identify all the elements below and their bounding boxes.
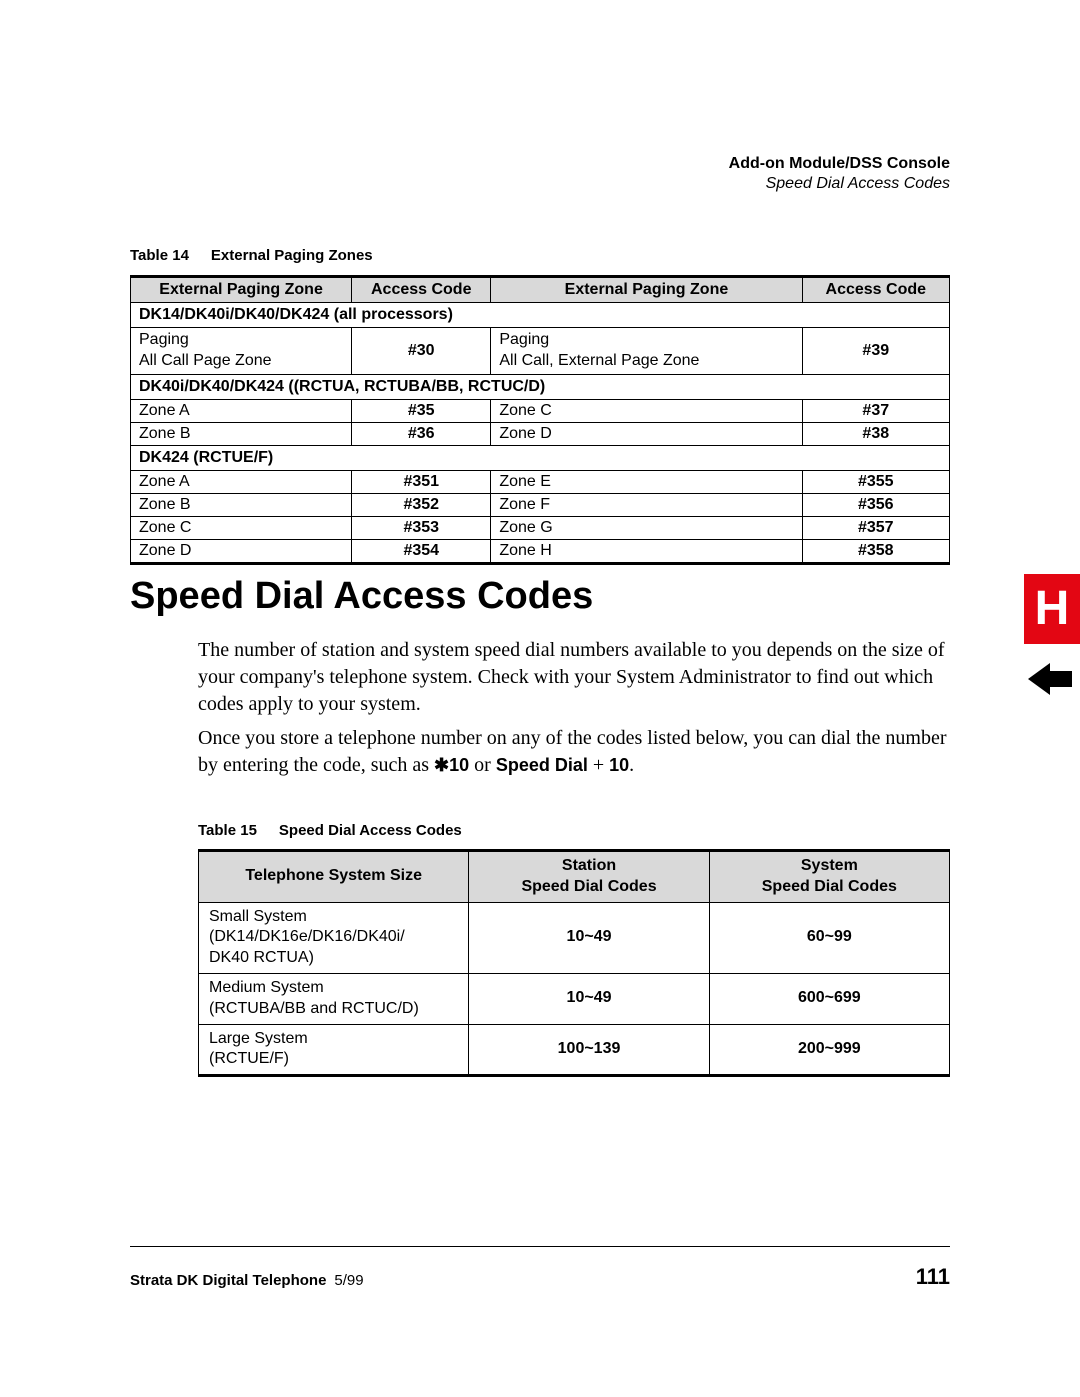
t14-code: #354 <box>352 539 491 563</box>
thumb-tab-letter: H <box>1024 574 1080 644</box>
t14-cell: Zone A <box>131 470 352 493</box>
page-number: 111 <box>916 1264 950 1290</box>
footer-divider <box>130 1246 950 1247</box>
thumb-tab-arrow-icon <box>1028 660 1072 698</box>
page-header: Add-on Module/DSS Console Speed Dial Acc… <box>729 155 950 193</box>
t14-code: #357 <box>802 516 949 539</box>
table15-title: Speed Dial Access Codes <box>279 822 462 839</box>
t15-h1: Telephone System Size <box>199 851 469 903</box>
t14-cell: Zone C <box>131 516 352 539</box>
t14-cell: Zone H <box>491 539 802 563</box>
t14-code: #355 <box>802 470 949 493</box>
t14-cell: Zone A <box>131 399 352 422</box>
t14-code: #37 <box>802 399 949 422</box>
speed-dial-codes-table: Telephone System Size StationSpeed Dial … <box>198 849 950 1077</box>
t15-code: 10~49 <box>469 902 709 973</box>
t15-code: 10~49 <box>469 973 709 1024</box>
t15-cell: Large System(RCTUE/F) <box>199 1024 469 1076</box>
t14-code: #351 <box>352 470 491 493</box>
t14-section3: DK424 (RCTUE/F) <box>131 445 950 470</box>
t15-cell: Medium System(RCTUBA/BB and RCTUC/D) <box>199 973 469 1024</box>
t14-code: #353 <box>352 516 491 539</box>
footer-doc-title: Strata DK Digital Telephone <box>130 1272 326 1289</box>
t14-code: #30 <box>352 328 491 375</box>
table14-number: Table 14 <box>130 247 189 264</box>
t14-cell: Zone D <box>491 422 802 445</box>
external-paging-zones-table: External Paging Zone Access Code Externa… <box>130 275 950 565</box>
header-title: Add-on Module/DSS Console <box>729 155 950 173</box>
t14-h3: External Paging Zone <box>491 277 802 303</box>
t14-code: #39 <box>802 328 949 375</box>
t15-code: 100~139 <box>469 1024 709 1076</box>
section-heading: Speed Dial Access Codes <box>130 575 593 618</box>
t15-h2: StationSpeed Dial Codes <box>469 851 709 903</box>
t14-cell: Zone B <box>131 422 352 445</box>
t14-code: #38 <box>802 422 949 445</box>
t14-cell: Zone B <box>131 493 352 516</box>
table14-caption: Table 14 External Paging Zones <box>130 247 373 264</box>
table14-title: External Paging Zones <box>211 247 373 264</box>
paragraph-1: The number of station and system speed d… <box>198 637 950 718</box>
t15-code: 600~699 <box>709 973 949 1024</box>
t14-code: #358 <box>802 539 949 563</box>
t14-cell: PagingAll Call Page Zone <box>131 328 352 375</box>
t14-code: #35 <box>352 399 491 422</box>
t15-cell: Small System(DK14/DK16e/DK16/DK40i/DK40 … <box>199 902 469 973</box>
t14-section2: DK40i/DK40/DK424 ((RCTUA, RCTUBA/BB, RCT… <box>131 374 950 399</box>
t14-cell: Zone D <box>131 539 352 563</box>
t14-cell: Zone C <box>491 399 802 422</box>
t14-h4: Access Code <box>802 277 949 303</box>
t15-code: 60~99 <box>709 902 949 973</box>
page-footer: Strata DK Digital Telephone5/99 111 <box>130 1272 950 1290</box>
t14-h2: Access Code <box>352 277 491 303</box>
t14-cell: Zone G <box>491 516 802 539</box>
t14-cell: Zone E <box>491 470 802 493</box>
t14-cell: Zone F <box>491 493 802 516</box>
table15-number: Table 15 <box>198 822 257 839</box>
t15-h3: SystemSpeed Dial Codes <box>709 851 949 903</box>
header-subtitle: Speed Dial Access Codes <box>729 175 950 193</box>
table15-caption: Table 15 Speed Dial Access Codes <box>198 822 462 839</box>
t15-code: 200~999 <box>709 1024 949 1076</box>
paragraph-2: Once you store a telephone number on any… <box>198 725 950 779</box>
t14-code: #356 <box>802 493 949 516</box>
t14-cell: PagingAll Call, External Page Zone <box>491 328 802 375</box>
t14-code: #36 <box>352 422 491 445</box>
footer-date: 5/99 <box>334 1272 363 1289</box>
t14-h1: External Paging Zone <box>131 277 352 303</box>
t14-code: #352 <box>352 493 491 516</box>
t14-section1: DK14/DK40i/DK40/DK424 (all processors) <box>131 303 950 328</box>
